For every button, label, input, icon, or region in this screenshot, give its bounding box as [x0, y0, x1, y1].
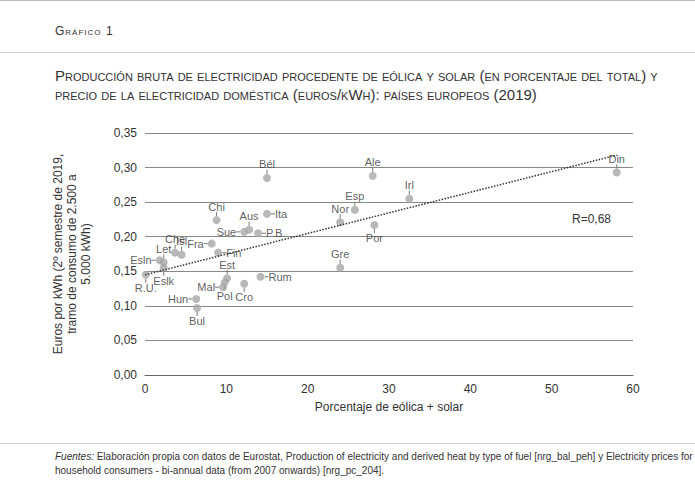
svg-text:0,15: 0,15	[114, 264, 138, 278]
svg-text:Aus: Aus	[240, 210, 259, 222]
svg-text:Bul: Bul	[189, 315, 205, 327]
svg-text:Cro: Cro	[235, 291, 253, 303]
svg-text:P.B.: P.B.	[266, 227, 285, 239]
svg-text:R.U.: R.U.	[135, 282, 157, 294]
svg-text:0: 0	[142, 382, 149, 396]
svg-text:60: 60	[626, 382, 640, 396]
svg-text:Mal: Mal	[197, 281, 215, 293]
svg-text:0,05: 0,05	[114, 333, 138, 347]
svg-text:0,20: 0,20	[114, 230, 138, 244]
svg-text:0,10: 0,10	[114, 299, 138, 313]
html-text:Fuentes: Elaboración propia co: Fuentes: Elaboración propia con datos de…	[55, 451, 693, 476]
svg-text:10: 10	[220, 382, 234, 396]
svg-text:Porcentaje de eólica + solar: Porcentaje de eólica + solar	[315, 400, 463, 414]
svg-text:Eslk: Eslk	[153, 275, 175, 288]
svg-text:Esp: Esp	[345, 190, 364, 202]
svg-text:Por: Por	[366, 232, 383, 244]
svg-text:tramo de consumo de 2.500 a: tramo de consumo de 2.500 a	[65, 174, 79, 334]
svg-text:Ita: Ita	[275, 208, 288, 220]
svg-text:5.000 kWh): 5.000 kWh)	[79, 223, 93, 284]
svg-text:Esln: Esln	[130, 254, 151, 266]
svg-text:Bél: Bél	[259, 158, 275, 170]
svg-text:Hun: Hun	[168, 293, 188, 305]
svg-text:Din: Din	[608, 153, 625, 165]
svg-text:0,25: 0,25	[114, 195, 138, 209]
svg-text:Chi: Chi	[208, 201, 225, 213]
svg-text:Est: Est	[219, 259, 235, 271]
svg-text:20: 20	[301, 382, 315, 396]
svg-text:Irl: Irl	[405, 179, 414, 191]
svg-text:Let: Let	[156, 243, 171, 255]
svg-text:0,35: 0,35	[114, 126, 138, 140]
svg-text:50: 50	[545, 382, 559, 396]
svg-text:0,30: 0,30	[114, 161, 138, 175]
svg-text:Euros por kWh (2º semestre de: Euros por kWh (2º semestre de 2019,	[51, 154, 65, 354]
svg-text:Gre: Gre	[331, 248, 349, 260]
svg-text:30: 30	[382, 382, 396, 396]
svg-text:0,00: 0,00	[114, 368, 138, 382]
svg-text:Rum: Rum	[268, 271, 291, 283]
svg-text:Sue: Sue	[217, 226, 237, 238]
svg-text:40: 40	[464, 382, 478, 396]
svg-text:R=0,68: R=0,68	[572, 212, 611, 226]
html-text:Gráfico 1: Gráfico 1	[55, 24, 114, 38]
svg-text:Ale: Ale	[365, 156, 381, 168]
svg-text:Fra: Fra	[187, 238, 204, 250]
svg-text:Nor: Nor	[331, 203, 349, 215]
svg-text:Isl: Isl	[176, 235, 187, 247]
html-text:Producción bruta de electricid: Producción bruta de electricidad procede…	[55, 67, 658, 103]
svg-text:Pol: Pol	[217, 290, 233, 302]
svg-text:Fin: Fin	[226, 247, 241, 259]
